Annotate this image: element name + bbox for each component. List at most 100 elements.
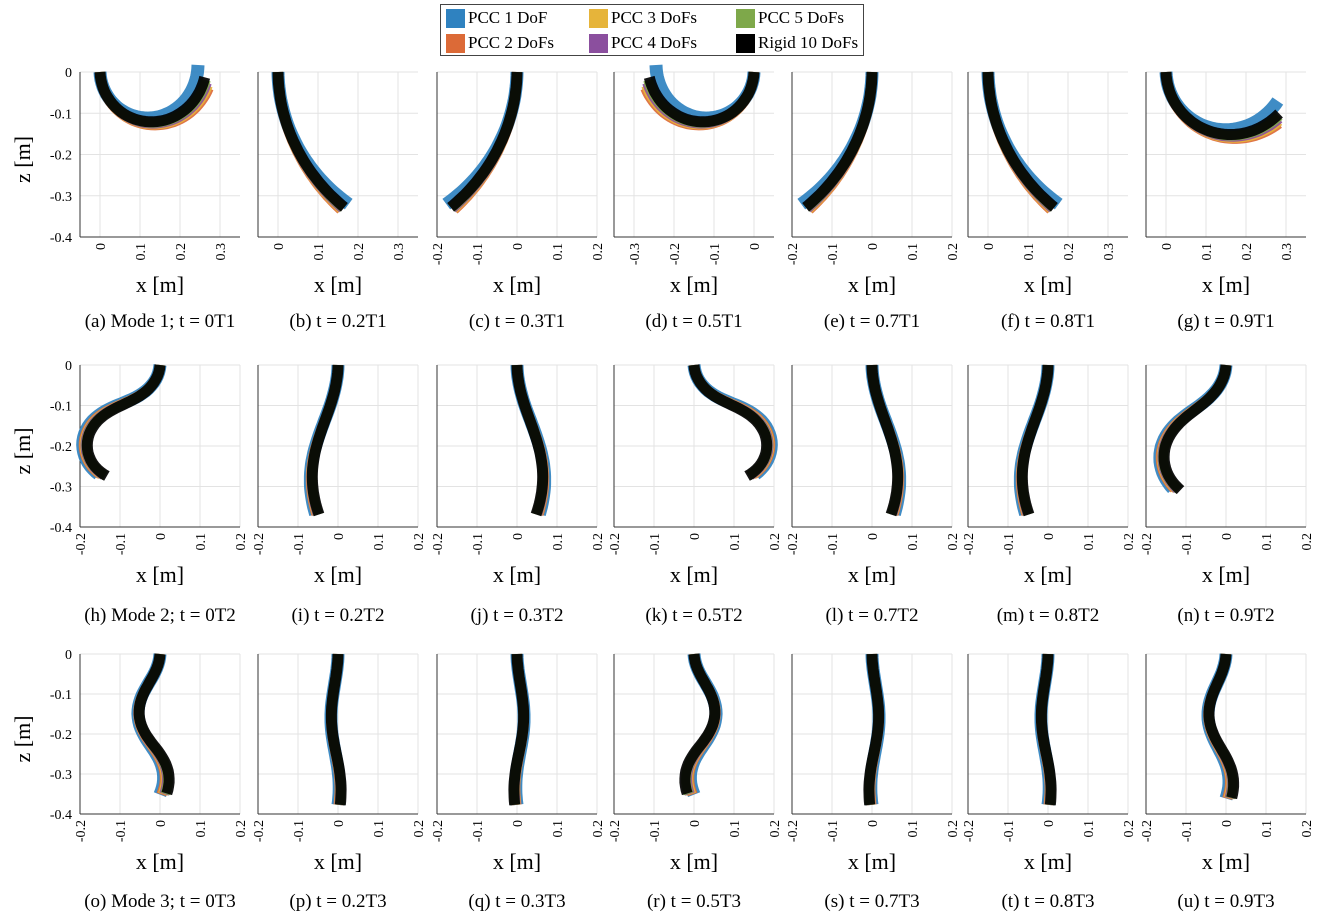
y-tick-label: -0.2 (50, 149, 72, 164)
x-tick-label: -0.1 (826, 533, 841, 555)
series-line-5 (643, 71, 760, 128)
x-tick-label: 0.1 (372, 820, 387, 838)
x-tick-label: -0.1 (292, 533, 307, 555)
panel-i: -0.2 -0.1 0 0.1 0.2 x [m] (252, 364, 427, 587)
caption-i: (i) t = 0.2T2 (291, 605, 385, 626)
x-tick-label: 0.1 (372, 533, 387, 551)
x-tick-label: -0.1 (648, 820, 663, 842)
panel-b: 0 0.1 0.2 0.3 x [m] (257, 71, 418, 297)
series-line-5 (133, 653, 175, 796)
x-tick-label: 0.2 (174, 243, 189, 261)
x-tick-label: 0.1 (1082, 820, 1097, 838)
x-tick-label: -0.2 (74, 533, 89, 555)
caption-f: (f) t = 0.8T1 (1000, 311, 1096, 332)
x-tick-label: 0.3 (1102, 243, 1117, 261)
x-axis-label: x [m] (314, 272, 362, 297)
legend-label: PCC 2 DoFs (468, 33, 554, 52)
series-line-5 (94, 71, 211, 128)
x-tick-label: 0.1 (906, 243, 921, 261)
x-tick-label: -0.2 (431, 243, 446, 265)
x-tick-label: 0.2 (1300, 820, 1315, 838)
x-tick-label: 0 (332, 820, 347, 827)
x-tick-label: -0.1 (471, 533, 486, 555)
x-tick-label: 0 (688, 533, 703, 540)
x-tick-label: 0.2 (768, 820, 783, 838)
panel-p: -0.2 -0.1 0 0.1 0.2 x [m] (252, 653, 427, 874)
panel-c: -0.2 -0.1 0 0.1 0.2 x [m] (431, 71, 606, 297)
x-tick-label: 0.2 (412, 820, 427, 838)
x-tick-label: -0.1 (1002, 820, 1017, 842)
x-tick-label: 0.1 (551, 533, 566, 551)
legend-item: PCC 2 DoFs (446, 32, 554, 54)
x-tick-label: -0.2 (786, 243, 801, 265)
y-tick-label: -0.4 (50, 521, 72, 536)
x-axis-label: x [m] (136, 272, 184, 297)
x-tick-label: -0.2 (252, 533, 267, 555)
x-tick-label: -0.2 (962, 533, 977, 555)
x-tick-label: 0.1 (551, 243, 566, 261)
x-tick-label: 0.1 (1200, 243, 1215, 261)
x-tick-label: -0.1 (114, 533, 129, 555)
x-tick-label: 0.1 (312, 243, 327, 261)
x-tick-label: 0.1 (194, 820, 209, 838)
x-tick-label: -0.2 (431, 820, 446, 842)
x-tick-label: 0.1 (728, 820, 743, 838)
x-tick-label: -0.1 (708, 243, 723, 265)
x-tick-label: 0 (1160, 243, 1175, 250)
legend-label: PCC 4 DoFs (611, 33, 697, 52)
series-line-5 (325, 653, 347, 806)
panel-l: -0.2 -0.1 0 0.1 0.2 x [m] (786, 364, 961, 587)
x-tick-label: -0.2 (608, 820, 623, 842)
y-tick-label: -0.2 (50, 728, 72, 743)
legend-swatch (736, 33, 755, 53)
y-axis-label: z [m] (10, 136, 35, 183)
x-axis-label: x [m] (670, 272, 718, 297)
legend-label: PCC 3 DoFs (611, 8, 697, 27)
x-tick-label: 0.2 (946, 820, 961, 838)
caption-m: (m) t = 0.8T2 (996, 605, 1100, 626)
x-tick-label: -0.1 (292, 820, 307, 842)
series-line-5 (447, 71, 523, 212)
x-tick-label: 0 (688, 820, 703, 827)
x-tick-label: 0.2 (234, 820, 249, 838)
x-tick-label: 0 (866, 243, 881, 250)
x-tick-label: 0 (94, 243, 109, 250)
x-tick-label: 0.2 (946, 243, 961, 261)
series-line-5 (1203, 653, 1240, 800)
x-axis-label: x [m] (848, 272, 896, 297)
legend-label: PCC 5 DoFs (758, 8, 844, 27)
y-tick-label: -0.3 (50, 481, 72, 496)
x-tick-label: 0.2 (1122, 820, 1137, 838)
caption-o: (o) Mode 3; t = 0T3 (84, 891, 236, 912)
x-axis-label: x [m] (314, 849, 362, 874)
x-tick-label: -0.2 (1140, 820, 1155, 842)
caption-p: (p) t = 0.2T3 (289, 891, 387, 912)
x-tick-label: 0.1 (1260, 820, 1275, 838)
x-axis-label: x [m] (670, 562, 718, 587)
y-tick-label: -0.3 (50, 768, 72, 783)
series-line-5 (688, 364, 773, 481)
x-axis-label: x [m] (493, 272, 541, 297)
x-tick-label: 0 (1220, 820, 1235, 827)
x-tick-label: 0.1 (906, 533, 921, 551)
x-tick-label: 0.2 (1122, 533, 1137, 551)
caption-u: (u) t = 0.9T3 (1177, 891, 1275, 912)
legend: PCC 1 DoF PCC 2 DoFs PCC 3 DoFs PCC 4 DoFs P… (440, 4, 864, 56)
series-line-5 (306, 364, 344, 517)
x-tick-label: 0.3 (214, 243, 229, 261)
x-tick-label: -0.1 (471, 820, 486, 842)
y-tick-label: -0.1 (50, 400, 72, 415)
legend-item: PCC 5 DoFs (736, 7, 844, 29)
x-tick-label: -0.1 (648, 533, 663, 555)
caption-q: (q) t = 0.3T3 (468, 891, 566, 912)
panel-j: -0.2 -0.1 0 0.1 0.2 x [m] (431, 364, 606, 587)
x-axis-label: x [m] (136, 562, 184, 587)
series-line-5 (1035, 653, 1057, 806)
x-tick-label: 0.2 (946, 533, 961, 551)
series-line-5 (511, 364, 549, 517)
y-tick-label: 0 (65, 359, 72, 374)
legend-swatch (736, 8, 755, 28)
legend-swatch (589, 33, 608, 53)
x-axis-label: x [m] (493, 849, 541, 874)
